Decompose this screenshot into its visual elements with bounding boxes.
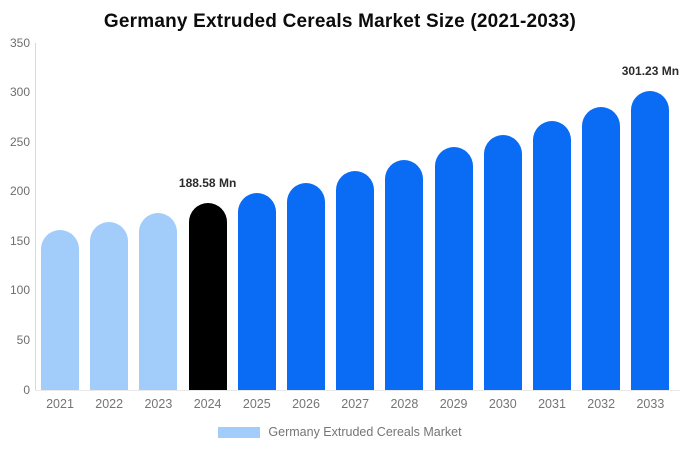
legend-label: Germany Extruded Cereals Market (268, 425, 462, 439)
bar-2032 (582, 106, 621, 390)
bar-2028 (385, 159, 424, 390)
bar-2022 (90, 221, 129, 390)
y-tick-0: 0 (23, 382, 30, 397)
y-tick-350: 350 (9, 35, 30, 50)
bar-2027 (336, 171, 375, 390)
x-baseline (35, 390, 680, 391)
x-tick-2027: 2027 (341, 397, 370, 411)
x-tick-2031: 2031 (538, 397, 566, 411)
bar-2026 (287, 182, 325, 390)
bar-2024 (188, 203, 227, 390)
x-tick-2026: 2026 (292, 397, 320, 411)
bar-2021 (41, 230, 79, 390)
x-tick-2032: 2032 (587, 397, 616, 411)
bar-2033 (631, 91, 670, 390)
x-tick-2025: 2025 (242, 397, 271, 411)
y-tick-300: 300 (9, 85, 30, 100)
bar-2029 (434, 147, 473, 390)
x-tick-2023: 2023 (144, 397, 173, 411)
y-axis-line (35, 43, 36, 390)
x-tick-2022: 2022 (95, 397, 124, 411)
x-tick-2028: 2028 (390, 397, 419, 411)
y-tick-200: 200 (9, 184, 30, 199)
chart-title: Germany Extruded Cereals Market Size (20… (103, 11, 577, 32)
y-tick-250: 250 (9, 134, 30, 149)
value-label-2033: 301.23 Mn (621, 64, 680, 79)
y-tick-150: 150 (9, 233, 30, 248)
bar-2025 (237, 193, 276, 390)
x-tick-2029: 2029 (439, 397, 468, 411)
x-tick-2033: 2033 (636, 397, 665, 411)
x-tick-2021: 2021 (46, 397, 74, 411)
x-tick-2024: 2024 (193, 397, 222, 411)
legend: Germany Extruded Cereals Market (0, 425, 680, 439)
y-tick-50: 50 (16, 332, 30, 347)
bar-2030 (483, 134, 522, 390)
legend-swatch (218, 426, 261, 438)
value-label-2024: 188.58 Mn (178, 176, 237, 191)
bar-2031 (533, 120, 571, 390)
x-tick-2030: 2030 (488, 397, 517, 411)
y-tick-100: 100 (9, 283, 30, 298)
bar-2023 (139, 212, 178, 390)
